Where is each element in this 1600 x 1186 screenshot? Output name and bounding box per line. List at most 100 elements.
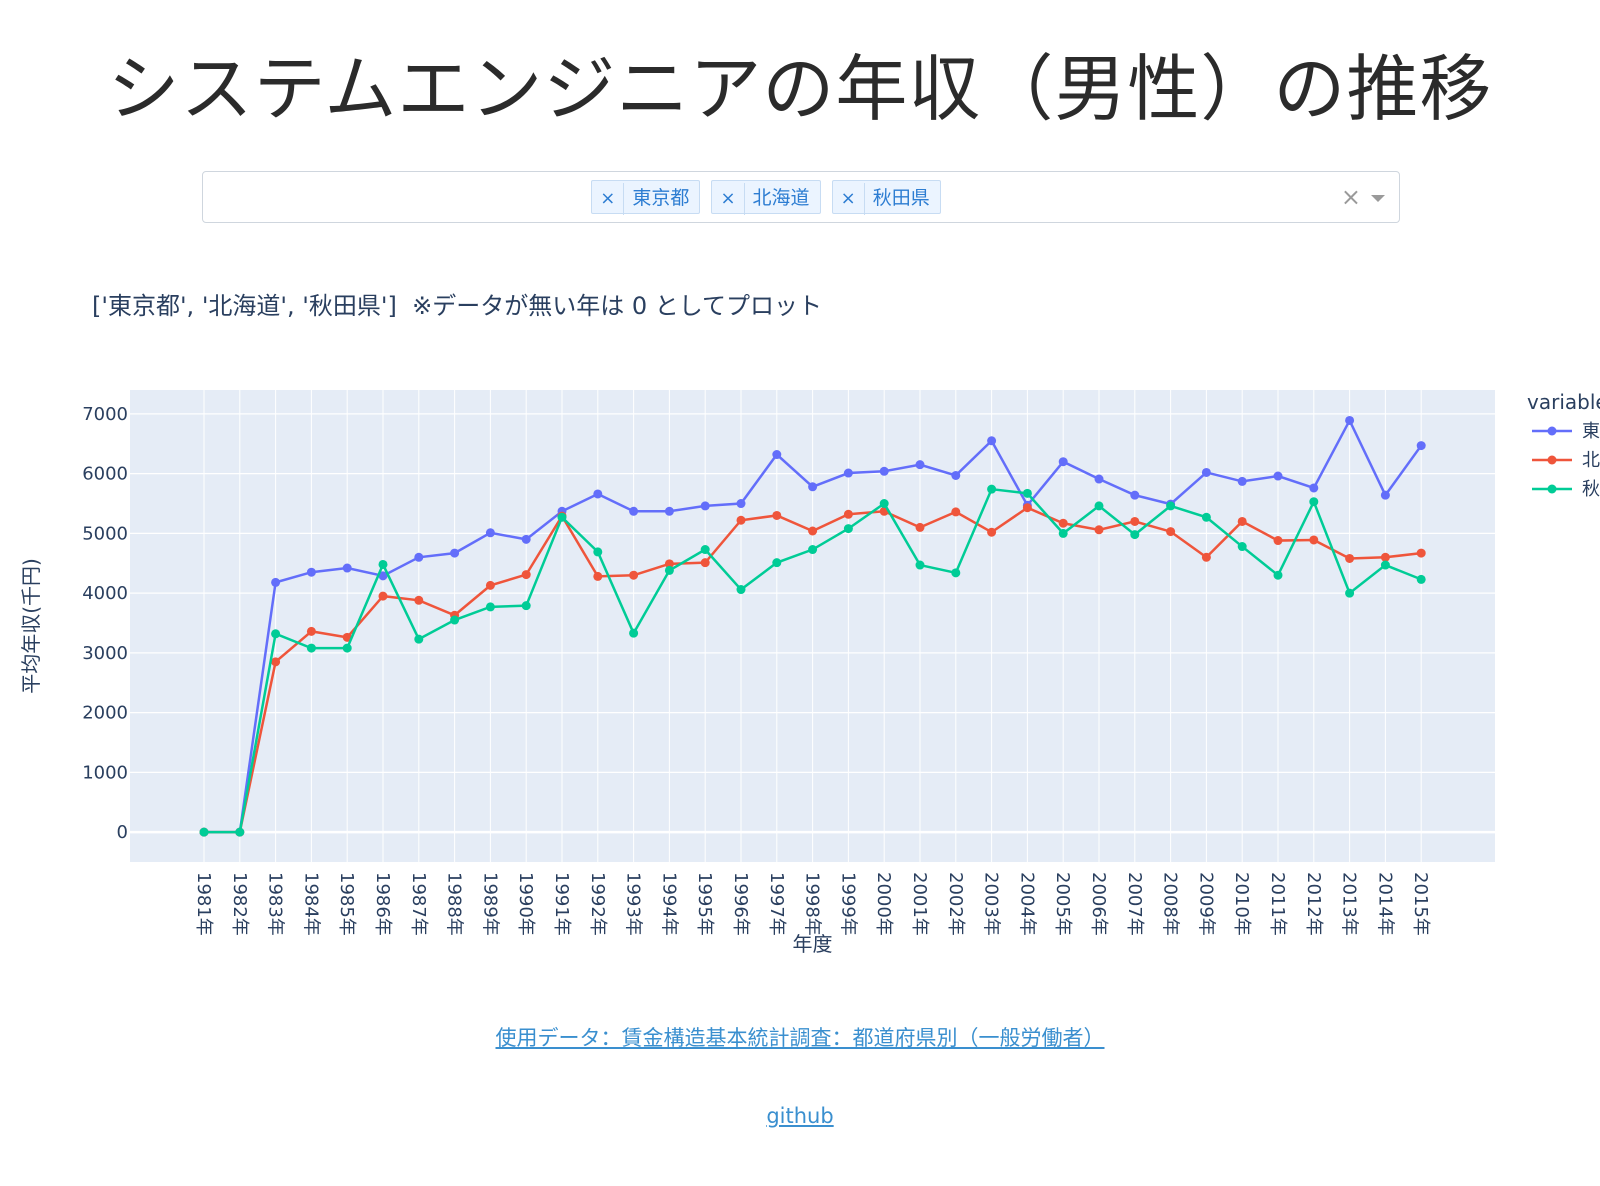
data-point[interactable]: [557, 512, 567, 522]
data-point[interactable]: [485, 580, 495, 590]
data-point[interactable]: [521, 570, 531, 580]
data-point[interactable]: [1273, 471, 1283, 481]
data-point[interactable]: [414, 634, 424, 644]
data-point[interactable]: [1416, 441, 1426, 451]
chevron-down-icon[interactable]: [1371, 195, 1385, 202]
data-point[interactable]: [951, 507, 961, 517]
data-point[interactable]: [1237, 542, 1247, 552]
data-point[interactable]: [700, 558, 710, 568]
series-3[interactable]: [199, 484, 1426, 837]
data-point[interactable]: [629, 506, 639, 516]
prefecture-multi-select[interactable]: × 東京都 × 北海道 × 秋田県 ×: [202, 171, 1400, 223]
data-point[interactable]: [951, 568, 961, 578]
data-point[interactable]: [521, 534, 531, 544]
data-point[interactable]: [485, 528, 495, 538]
data-point[interactable]: [271, 577, 281, 587]
data-point[interactable]: [1166, 527, 1176, 537]
data-point[interactable]: [414, 552, 424, 562]
data-point[interactable]: [1380, 560, 1390, 570]
legend[interactable]: variable 東北秋: [1527, 390, 1600, 500]
data-point[interactable]: [1094, 525, 1104, 535]
data-point[interactable]: [736, 585, 746, 595]
data-point[interactable]: [843, 509, 853, 519]
remove-chip-icon[interactable]: ×: [592, 183, 625, 215]
data-point[interactable]: [593, 489, 603, 499]
data-point[interactable]: [450, 548, 460, 558]
data-point[interactable]: [378, 559, 388, 569]
remove-chip-icon[interactable]: ×: [833, 183, 865, 215]
data-point[interactable]: [1130, 490, 1140, 500]
data-point[interactable]: [987, 527, 997, 537]
data-point[interactable]: [629, 570, 639, 580]
data-point[interactable]: [915, 560, 925, 570]
data-point[interactable]: [1166, 501, 1176, 511]
data-point[interactable]: [1345, 553, 1355, 563]
github-link[interactable]: github: [766, 1104, 834, 1128]
data-point[interactable]: [1309, 497, 1319, 507]
data-point[interactable]: [987, 436, 997, 446]
data-point[interactable]: [700, 501, 710, 511]
data-point[interactable]: [1237, 516, 1247, 526]
data-point[interactable]: [1094, 501, 1104, 511]
data-point[interactable]: [808, 545, 818, 555]
data-point[interactable]: [342, 563, 352, 573]
data-point[interactable]: [593, 547, 603, 557]
data-point[interactable]: [629, 628, 639, 638]
data-point[interactable]: [271, 657, 281, 667]
data-point[interactable]: [1273, 570, 1283, 580]
data-point[interactable]: [700, 545, 710, 555]
data-point[interactable]: [450, 615, 460, 625]
data-point[interactable]: [987, 484, 997, 494]
data-point[interactable]: [664, 565, 674, 575]
data-point[interactable]: [772, 510, 782, 520]
data-point[interactable]: [414, 595, 424, 605]
data-point[interactable]: [879, 499, 889, 509]
data-point[interactable]: [736, 515, 746, 525]
data-point[interactable]: [521, 601, 531, 611]
data-point[interactable]: [1058, 518, 1068, 528]
data-point[interactable]: [1094, 474, 1104, 484]
data-point[interactable]: [736, 499, 746, 509]
data-point[interactable]: [342, 643, 352, 653]
data-point[interactable]: [306, 643, 316, 653]
data-point[interactable]: [378, 571, 388, 581]
data-source-link[interactable]: 使用データ：賃金構造基本統計調査：都道府県別（一般労働者）: [495, 1026, 1105, 1050]
data-point[interactable]: [808, 482, 818, 492]
data-point[interactable]: [915, 460, 925, 470]
data-point[interactable]: [772, 558, 782, 568]
data-point[interactable]: [485, 602, 495, 612]
data-point[interactable]: [1130, 530, 1140, 540]
data-point[interactable]: [915, 522, 925, 532]
data-point[interactable]: [1273, 536, 1283, 546]
data-point[interactable]: [1058, 457, 1068, 467]
data-point[interactable]: [1201, 467, 1211, 477]
legend-item[interactable]: 秋: [1532, 479, 1600, 500]
data-point[interactable]: [593, 571, 603, 581]
data-point[interactable]: [1416, 574, 1426, 584]
remove-chip-icon[interactable]: ×: [712, 183, 745, 215]
line-chart[interactable]: 1981年 1982年 1983年 1984年 1985年 1986年 1987年 1988年…: [0, 360, 1600, 980]
data-point[interactable]: [1201, 552, 1211, 562]
data-point[interactable]: [1130, 516, 1140, 526]
data-point[interactable]: [1201, 512, 1211, 522]
data-point[interactable]: [378, 591, 388, 601]
data-point[interactable]: [843, 468, 853, 478]
data-point[interactable]: [772, 450, 782, 460]
data-point[interactable]: [199, 827, 209, 837]
data-point[interactable]: [1416, 548, 1426, 558]
data-point[interactable]: [306, 626, 316, 636]
legend-item[interactable]: 東: [1532, 421, 1600, 442]
data-point[interactable]: [235, 827, 245, 837]
data-point[interactable]: [1022, 503, 1032, 513]
data-point[interactable]: [808, 526, 818, 536]
data-point[interactable]: [1309, 535, 1319, 545]
data-point[interactable]: [951, 470, 961, 480]
data-point[interactable]: [664, 559, 674, 569]
data-point[interactable]: [342, 632, 352, 642]
data-point[interactable]: [843, 524, 853, 534]
data-point[interactable]: [664, 506, 674, 516]
data-point[interactable]: [1380, 490, 1390, 500]
data-point[interactable]: [271, 629, 281, 639]
data-point[interactable]: [1022, 488, 1032, 498]
data-point[interactable]: [1237, 476, 1247, 486]
